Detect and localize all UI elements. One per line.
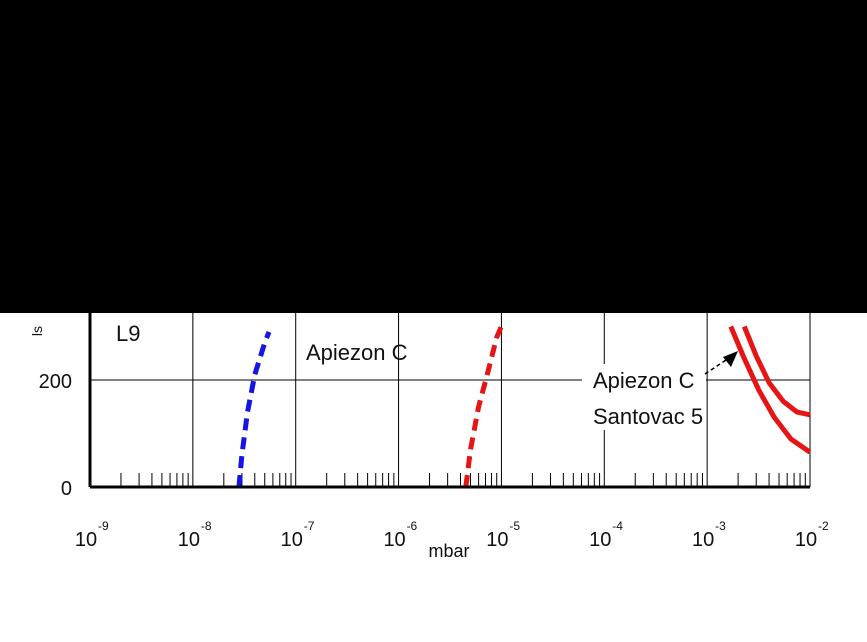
x-tick-base: 10 (795, 529, 817, 551)
x-tick-exponent: -8 (201, 519, 212, 533)
x-tick-label: 10-3 (692, 519, 726, 551)
series-line-1 (236, 330, 272, 488)
x-tick-base: 10 (281, 529, 303, 551)
x-tick-exponent: -4 (612, 519, 623, 533)
annotation-l9: L9 (116, 321, 140, 346)
x-tick-label: 10-4 (589, 519, 623, 551)
x-tick-base: 10 (486, 529, 508, 551)
series-line-4 (728, 325, 812, 455)
annotation-label-background (582, 364, 706, 430)
annotation-apiezon-c-right: Apiezon C (593, 368, 695, 393)
x-tick-label: 10-5 (486, 519, 520, 551)
x-tick-labels: 10-910-810-710-610-510-410-310-2 (75, 519, 829, 551)
x-tick-label: 10-6 (383, 519, 417, 551)
annotation-arrow (704, 351, 738, 375)
annotation-santovac-5: Santovac 5 (593, 404, 703, 429)
x-tick-label: 10-8 (178, 519, 212, 551)
x-tick-base: 10 (383, 529, 405, 551)
minor-ticks (120, 473, 806, 487)
redaction-block (0, 0, 867, 313)
x-tick-base: 10 (692, 529, 714, 551)
x-tick-exponent: -9 (98, 519, 109, 533)
series-line-3 (741, 325, 811, 418)
y-tick-label: 200 (39, 371, 72, 393)
x-tick-base: 10 (589, 529, 611, 551)
y-axis-label: ls (29, 326, 45, 336)
annotation-apiezon-c-left: Apiezon C (306, 340, 408, 365)
x-tick-base: 10 (178, 529, 200, 551)
x-tick-exponent: -6 (407, 519, 418, 533)
series-layer (236, 325, 812, 488)
series-line-2 (463, 325, 504, 488)
y-tick-label: 0 (61, 478, 72, 500)
x-tick-label: 10-9 (75, 519, 109, 551)
x-tick-exponent: -3 (715, 519, 726, 533)
x-tick-exponent: -5 (509, 519, 520, 533)
x-axis-label: mbar (428, 541, 469, 561)
y-tick-labels: 0 200 (39, 371, 72, 500)
x-tick-label: 10-7 (281, 519, 315, 551)
x-tick-base: 10 (75, 529, 97, 551)
x-tick-exponent: -7 (304, 519, 315, 533)
x-tick-exponent: -2 (818, 519, 829, 533)
x-tick-label: 10-2 (795, 519, 829, 551)
